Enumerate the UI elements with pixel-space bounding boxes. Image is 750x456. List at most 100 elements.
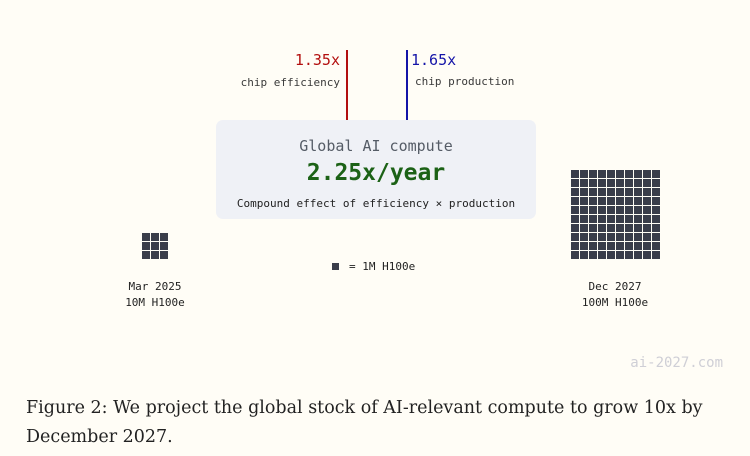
compute-unit-square xyxy=(625,224,633,232)
growth-rate-value: 2.25x/year xyxy=(306,160,446,186)
compute-unit-square xyxy=(142,233,150,241)
compute-unit-square xyxy=(607,215,615,223)
compute-unit-square xyxy=(652,233,660,241)
compute-unit-square xyxy=(652,179,660,187)
compute-unit-square xyxy=(598,188,606,196)
legend: = 1M H100e xyxy=(332,260,415,273)
compute-unit-square xyxy=(607,242,615,250)
compute-unit-square xyxy=(643,206,651,214)
compute-unit-square xyxy=(643,215,651,223)
compute-unit-square xyxy=(625,233,633,241)
compute-unit-square xyxy=(607,224,615,232)
compute-unit-square xyxy=(652,188,660,196)
figure-caption: Figure 2: We project the global stock of… xyxy=(26,398,703,447)
compute-unit-square xyxy=(151,242,159,250)
compute-unit-square xyxy=(571,170,579,178)
compute-unit-square xyxy=(616,242,624,250)
compute-unit-square xyxy=(607,197,615,205)
compute-unit-square xyxy=(589,215,597,223)
compute-unit-square xyxy=(643,197,651,205)
compute-unit-square xyxy=(580,170,588,178)
compute-unit-square xyxy=(589,188,597,196)
compute-unit-square xyxy=(580,251,588,259)
end-label: Dec 2027 100M H100e xyxy=(565,279,665,311)
compute-unit-square xyxy=(151,251,159,259)
compute-unit-square xyxy=(616,197,624,205)
compute-unit-square xyxy=(589,170,597,178)
compute-unit-square xyxy=(634,233,642,241)
compute-unit-square xyxy=(571,224,579,232)
watermark: ai-2027.com xyxy=(630,355,723,371)
compute-unit-square xyxy=(571,251,579,259)
compute-unit-square xyxy=(625,170,633,178)
compute-unit-square xyxy=(598,251,606,259)
compute-unit-square xyxy=(634,170,642,178)
compute-unit-square xyxy=(142,242,150,250)
box-title: Global AI compute xyxy=(299,137,453,155)
compute-unit-square xyxy=(625,215,633,223)
box-subtitle: Compound effect of efficiency × producti… xyxy=(236,197,516,210)
compute-unit-square xyxy=(616,224,624,232)
compute-unit-square xyxy=(598,215,606,223)
compute-unit-square xyxy=(160,233,168,241)
production-factor-value: 1.65x xyxy=(411,51,457,69)
compute-unit-square xyxy=(634,179,642,187)
compute-unit-square xyxy=(160,251,168,259)
compute-unit-square xyxy=(625,242,633,250)
compute-unit-square xyxy=(607,188,615,196)
compute-unit-square xyxy=(580,179,588,187)
efficiency-factor-value: 1.35x xyxy=(294,51,340,69)
compute-unit-square xyxy=(634,206,642,214)
start-label: Mar 2025 10M H100e xyxy=(105,279,205,311)
compute-unit-square xyxy=(589,197,597,205)
compute-unit-square xyxy=(571,188,579,196)
compute-unit-square xyxy=(589,242,597,250)
compute-unit-square xyxy=(160,242,168,250)
legend-square xyxy=(332,263,339,270)
compute-unit-square xyxy=(589,233,597,241)
compute-unit-square xyxy=(634,197,642,205)
efficiency-factor-label: chip efficiency xyxy=(240,76,340,89)
compute-unit-square xyxy=(607,206,615,214)
compute-unit-square xyxy=(589,224,597,232)
production-factor-label: chip production xyxy=(415,75,515,88)
start-date: Mar 2025 xyxy=(128,280,182,293)
compute-unit-square xyxy=(616,206,624,214)
compute-unit-square xyxy=(625,206,633,214)
compute-unit-square xyxy=(616,251,624,259)
compute-unit-square xyxy=(571,242,579,250)
compute-unit-square xyxy=(580,197,588,205)
compute-unit-square xyxy=(634,242,642,250)
compute-unit-square xyxy=(598,197,606,205)
compute-unit-square xyxy=(616,188,624,196)
compute-unit-square xyxy=(571,179,579,187)
compute-unit-square xyxy=(598,170,606,178)
compute-unit-square xyxy=(151,233,159,241)
compute-unit-square xyxy=(598,179,606,187)
production-connector-line xyxy=(406,50,408,120)
compute-unit-square xyxy=(625,197,633,205)
compute-unit-square xyxy=(643,179,651,187)
compute-unit-square xyxy=(571,215,579,223)
compute-unit-square xyxy=(616,215,624,223)
compute-unit-square xyxy=(634,224,642,232)
compute-unit-square xyxy=(580,215,588,223)
compute-unit-square xyxy=(616,170,624,178)
compute-unit-square xyxy=(643,188,651,196)
compute-unit-square xyxy=(607,170,615,178)
legend-text: = 1M H100e xyxy=(349,260,416,273)
compute-unit-square xyxy=(643,170,651,178)
compute-unit-square xyxy=(625,179,633,187)
end-compute-grid xyxy=(571,170,660,259)
compute-unit-square xyxy=(571,206,579,214)
start-amount: 10M H100e xyxy=(125,296,185,309)
start-compute-grid xyxy=(142,233,168,259)
compute-unit-square xyxy=(616,179,624,187)
compute-unit-square xyxy=(652,206,660,214)
compute-unit-square xyxy=(652,251,660,259)
compute-unit-square xyxy=(634,251,642,259)
compute-unit-square xyxy=(580,233,588,241)
compute-unit-square xyxy=(652,224,660,232)
compute-unit-square xyxy=(142,251,150,259)
efficiency-connector-line xyxy=(346,50,348,120)
